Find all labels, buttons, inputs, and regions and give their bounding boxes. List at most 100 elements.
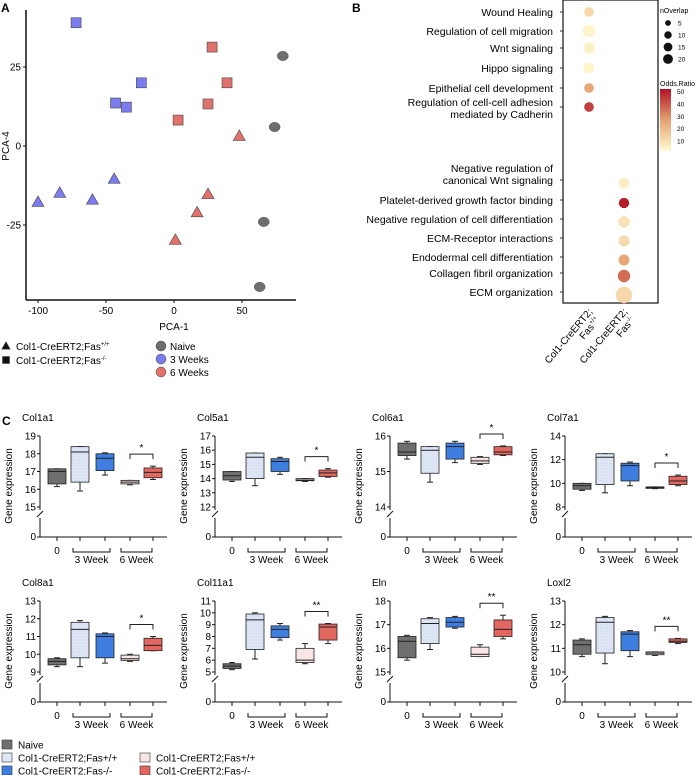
group-bracket	[120, 548, 153, 553]
x-group-label: 6 Week	[470, 720, 505, 731]
legend-square-icon	[2, 356, 10, 364]
y-tick-label: 14	[200, 474, 212, 485]
group-bracket	[645, 548, 678, 553]
plot-title: Col1a1	[22, 413, 54, 424]
enrichment-dot	[583, 42, 595, 54]
box-plot-col7a1: Col7a1 Gene expression 0 8 10 12 14 0 3 Week 6 We…	[529, 413, 692, 566]
term-label: Collagen fibril organization	[429, 268, 553, 280]
box	[470, 646, 490, 658]
y-tick-label: 19	[25, 432, 37, 443]
axis-break	[36, 510, 44, 518]
legend-label-sup: -/-	[101, 356, 107, 362]
x-group-label: 6 Week	[645, 555, 680, 566]
y-axis-label: Gene expression	[4, 448, 15, 524]
box-plot-col8a1: Col8a1 Gene expression 0 9 10 11 12 13 0 3 Week 6 …	[4, 578, 167, 731]
enrichment-dot	[618, 254, 630, 266]
x-axis-label: PCA-1	[159, 322, 189, 333]
box	[620, 631, 640, 652]
plot-title: Loxl2	[547, 578, 571, 589]
box	[493, 446, 513, 456]
pca-scatter-plot: -100 -50 0 50 25 0 -25 PCA-1 PCA-4 Col1-CreERT2;F…	[1, 10, 296, 379]
enrichment-dot	[584, 7, 594, 17]
y-tick-label: 0	[380, 697, 386, 708]
term-label: Endodermal cell differentiation	[412, 252, 553, 264]
size-legend-dot	[665, 20, 671, 26]
significance-label: *	[665, 452, 669, 463]
data-point-circle	[268, 122, 281, 132]
significance-bracket	[304, 610, 329, 617]
size-legend-label: 10	[678, 33, 686, 40]
significance-bracket	[654, 625, 679, 632]
color-legend-bar	[660, 89, 671, 151]
x-group-label: 6 Week	[120, 555, 155, 566]
x-group-label: 0	[54, 711, 60, 722]
box	[420, 618, 440, 645]
significance-bracket	[129, 624, 154, 630]
y-tick-label: 0	[30, 697, 36, 708]
group-bracket	[597, 548, 636, 553]
legend-label-text: Col1-CreERT2;Fas	[16, 342, 101, 353]
legend-swatch	[1, 752, 13, 763]
y-tick-label: 12	[200, 503, 212, 514]
color-legend-label: 10	[677, 139, 685, 146]
y-tick-label: -25	[7, 221, 22, 232]
box-plot-col5a1: Col5a1 Gene expression 0 12 13 14 15 16 17 0 3 Wee…	[179, 413, 342, 566]
box	[620, 462, 640, 482]
legend-label: Col1-CreERT2;Fas+/+	[18, 754, 117, 765]
legend-label-text: Col1-CreERT2;Fas	[16, 356, 101, 367]
y-tick-label: 16	[25, 485, 37, 496]
box	[668, 475, 688, 485]
enrichment-dot	[618, 197, 630, 209]
column-label-sup: -/-	[625, 315, 633, 323]
y-tick-label: 0	[555, 532, 561, 543]
color-legend-label: 50	[677, 89, 685, 96]
legend-swatch	[139, 765, 151, 775]
x-group-label: 0	[229, 711, 235, 722]
data-point-square	[202, 98, 214, 110]
x-group-label: 0	[229, 546, 235, 557]
plot-title: Col8a1	[22, 578, 54, 589]
box	[95, 633, 115, 659]
size-legend-label: 20	[678, 57, 686, 64]
x-group-label: 6 Week	[645, 720, 680, 731]
group-bracket	[422, 713, 461, 718]
y-tick-label: 13	[25, 597, 37, 608]
plot-title: Col5a1	[197, 413, 229, 424]
legend-color-swatch	[155, 353, 167, 365]
x-tick-label: -50	[99, 306, 114, 317]
data-point-circle	[258, 216, 270, 227]
legend-color-swatch	[155, 340, 167, 352]
significance-label: *	[140, 443, 144, 454]
box	[295, 647, 315, 663]
data-point-triangle	[190, 205, 204, 218]
box	[572, 482, 592, 490]
enrichment-dot	[583, 62, 595, 74]
enrichment-dot	[617, 269, 631, 283]
significance-bracket	[129, 453, 154, 460]
enrichment-dot	[582, 24, 596, 38]
legend-swatch	[1, 739, 13, 750]
legend-swatch	[139, 752, 151, 763]
group-bracket	[645, 713, 678, 718]
legend-triangle-icon	[1, 341, 11, 350]
box	[47, 468, 67, 485]
term-label: ECM-Receptor interactions	[427, 233, 553, 245]
group-bracket	[470, 548, 503, 553]
x-group-label: 3 Week	[425, 720, 460, 731]
term-label: mediated by Cadherin	[450, 109, 553, 121]
term-label: ECM organization	[470, 287, 554, 299]
box	[143, 637, 163, 652]
size-legend-dot	[663, 42, 673, 52]
y-tick-label: 17	[25, 467, 37, 478]
data-point-triangle	[232, 129, 246, 141]
significance-bracket	[479, 602, 504, 609]
y-tick-label: 14	[375, 503, 387, 514]
y-tick-label: 10	[200, 608, 212, 619]
legend-label: Col1-CreERT2;Fas+/+	[156, 754, 255, 765]
x-group-label: 6 Week	[295, 720, 330, 731]
term-label: Wnt signaling	[490, 43, 553, 55]
x-group-label: 6 Week	[120, 720, 155, 731]
term-label: Regulation of cell-cell adhesion	[408, 97, 553, 109]
size-legend-title: nOverlap	[660, 8, 689, 15]
legend-label: Col1-CreERT2;Fas-/-	[156, 767, 250, 775]
